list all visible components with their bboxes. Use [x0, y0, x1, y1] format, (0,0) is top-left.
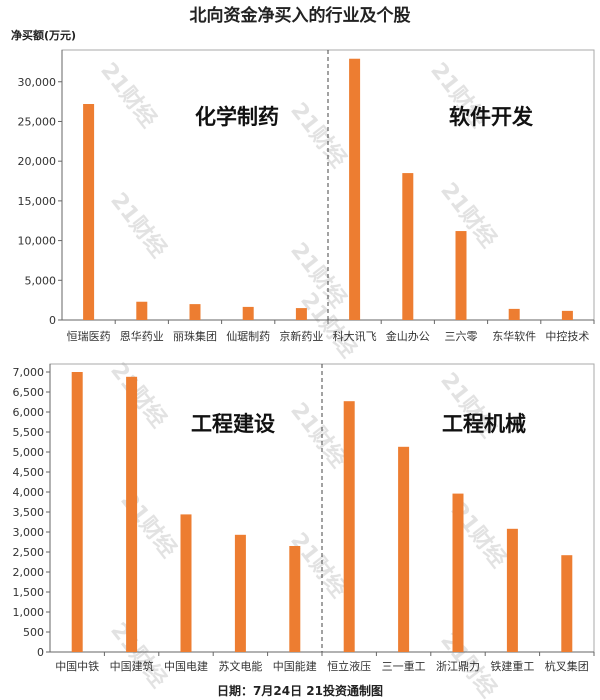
category-label: 中国电建 [164, 659, 208, 673]
y-tick-label: 6,500 [13, 386, 45, 399]
watermark-text: 21财经 [115, 488, 181, 563]
bar [126, 376, 138, 652]
sector-label: 软件开发 [449, 105, 534, 129]
y-tick-label: 5,000 [25, 274, 57, 287]
bar [289, 546, 301, 652]
bar [561, 310, 573, 320]
category-label: 恩华药业 [120, 329, 164, 343]
y-tick-label: 3,500 [13, 506, 45, 519]
category-label: 仙琚制药 [226, 330, 270, 343]
bar [506, 528, 518, 652]
category-label: 丽珠集团 [173, 329, 217, 343]
category-label: 恒瑞医药 [67, 329, 111, 343]
bar [71, 372, 83, 652]
chart-title: 北向资金净买入的行业及个股 [189, 6, 411, 26]
y-tick-label: 2,500 [13, 546, 45, 559]
y-tick-label: 5,000 [13, 446, 45, 459]
y-tick-label: 6,000 [13, 406, 45, 419]
bar [189, 304, 201, 320]
sector-label: 工程机械 [442, 412, 526, 436]
y-tick-label: 10,000 [18, 235, 57, 248]
category-label: 三六零 [445, 330, 478, 343]
category-label: 三一重工 [382, 659, 426, 673]
y-tick-label: 4,500 [13, 466, 45, 479]
y-tick-label: 500 [23, 626, 44, 639]
y-tick-label: 0 [49, 314, 56, 327]
sector-label: 工程建设 [191, 412, 275, 436]
bar [180, 514, 192, 652]
category-label: 中控技术 [545, 329, 589, 343]
watermark-text: 21财经 [285, 398, 351, 473]
bar [398, 446, 410, 652]
category-label: 中国建筑 [110, 659, 154, 673]
category-label: 东华软件 [492, 329, 536, 343]
bar [242, 306, 254, 320]
category-label: 铁建重工 [490, 659, 534, 673]
y-axis-unit-label: 净买额(万元) [11, 29, 77, 42]
y-tick-label: 0 [37, 646, 44, 659]
bar [295, 308, 307, 320]
category-label: 金山办公 [386, 329, 430, 343]
y-tick-label: 1,500 [13, 586, 45, 599]
category-label: 杭叉集团 [545, 659, 589, 673]
bar [349, 58, 361, 321]
watermark-text: 21财经 [105, 358, 171, 433]
watermark-text: 21财经 [105, 188, 171, 263]
category-label: 科大讯飞 [333, 329, 377, 343]
category-label: 浙江鼎力 [436, 660, 480, 673]
watermark-text: 21财经 [435, 178, 501, 253]
y-tick-label: 15,000 [18, 195, 57, 208]
category-label: 中国能建 [273, 659, 317, 673]
y-tick-label: 25,000 [18, 115, 57, 128]
category-label: 中国中铁 [55, 660, 99, 673]
bar [234, 534, 246, 652]
footer-credit: 日期：7月24日 21投资通制图 [217, 684, 383, 698]
bar [402, 173, 414, 320]
y-tick-label: 3,000 [13, 526, 45, 539]
bar [508, 308, 520, 320]
category-label: 京新药业 [279, 329, 323, 343]
y-tick-label: 7,000 [13, 366, 45, 379]
bar [343, 401, 355, 652]
bar [136, 301, 148, 320]
watermark-text: 21财经 [95, 58, 161, 133]
bar [561, 555, 573, 652]
y-tick-label: 5,500 [13, 426, 45, 439]
watermark-text: 21财经 [285, 98, 351, 173]
y-tick-label: 1,000 [13, 606, 45, 619]
bar [455, 231, 467, 320]
sector-label: 化学制药 [195, 105, 279, 129]
bar [452, 493, 464, 652]
y-tick-label: 4,000 [13, 486, 45, 499]
y-tick-label: 30,000 [18, 76, 57, 89]
y-tick-label: 2,000 [13, 566, 45, 579]
bar [83, 104, 95, 320]
category-label: 苏文电能 [218, 659, 262, 673]
category-label: 恒立液压 [327, 659, 371, 673]
y-tick-label: 20,000 [18, 155, 57, 168]
